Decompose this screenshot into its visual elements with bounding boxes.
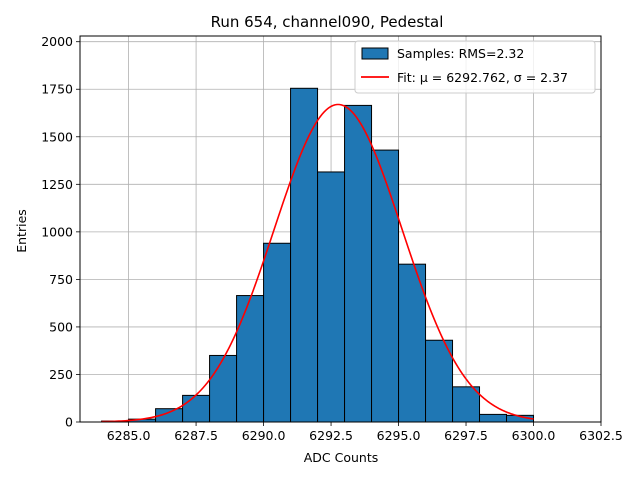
x-tick-label: 6285.0 bbox=[107, 428, 151, 443]
x-tick-label: 6302.5 bbox=[579, 428, 623, 443]
y-tick-label: 750 bbox=[49, 272, 73, 287]
y-tick-label: 500 bbox=[49, 319, 73, 334]
x-axis-title: ADC Counts bbox=[304, 450, 379, 465]
legend-box bbox=[354, 40, 596, 94]
y-tick-label: 250 bbox=[49, 367, 73, 382]
histogram-bar bbox=[452, 386, 481, 423]
y-tick-label: 1250 bbox=[41, 177, 73, 192]
histogram-bar bbox=[398, 263, 427, 423]
y-tick-label: 2000 bbox=[41, 34, 73, 49]
x-tick-label: 6287.5 bbox=[174, 428, 218, 443]
histogram-bar bbox=[479, 413, 508, 423]
y-tick-label: 0 bbox=[65, 415, 73, 430]
legend-fit-label: Fit: μ = 6292.762, σ = 2.37 bbox=[397, 70, 568, 85]
axis-layer: 6285.0 6287.5 6290.0 6292.5 6295.0 6297.5 6300… bbox=[41, 34, 623, 443]
x-tick-label: 6292.5 bbox=[309, 428, 353, 443]
histogram-bar bbox=[290, 87, 319, 423]
chart-title: Run 654, channel090, Pedestal bbox=[211, 13, 444, 31]
histogram-bar bbox=[263, 242, 292, 423]
x-tick-label: 6297.5 bbox=[444, 428, 488, 443]
y-tick-label: 1500 bbox=[41, 129, 73, 144]
histogram-bar bbox=[344, 104, 373, 423]
y-tick-label: 1000 bbox=[41, 224, 73, 239]
fit-layer bbox=[101, 103, 534, 423]
histogram-bar bbox=[425, 339, 454, 423]
x-tick-label: 6290.0 bbox=[242, 428, 286, 443]
histogram-bar bbox=[371, 149, 400, 423]
histogram-bar bbox=[236, 295, 265, 423]
fit-curve bbox=[101, 103, 534, 423]
histogram-bar bbox=[182, 394, 211, 423]
y-tick-label: 1750 bbox=[41, 82, 73, 97]
histogram-bar bbox=[209, 354, 238, 423]
x-tick-label: 6295.0 bbox=[377, 428, 421, 443]
x-tick-label: 6300.0 bbox=[512, 428, 556, 443]
y-axis-title: Entries bbox=[14, 209, 29, 253]
legend-histogram-label: Samples: RMS=2.32 bbox=[397, 46, 524, 61]
histogram-bar bbox=[317, 171, 346, 423]
legend: Samples: RMS=2.32 Fit: μ = 6292.762, σ =… bbox=[354, 40, 596, 94]
legend-histogram-swatch bbox=[361, 47, 389, 60]
plot-frame bbox=[79, 35, 602, 423]
